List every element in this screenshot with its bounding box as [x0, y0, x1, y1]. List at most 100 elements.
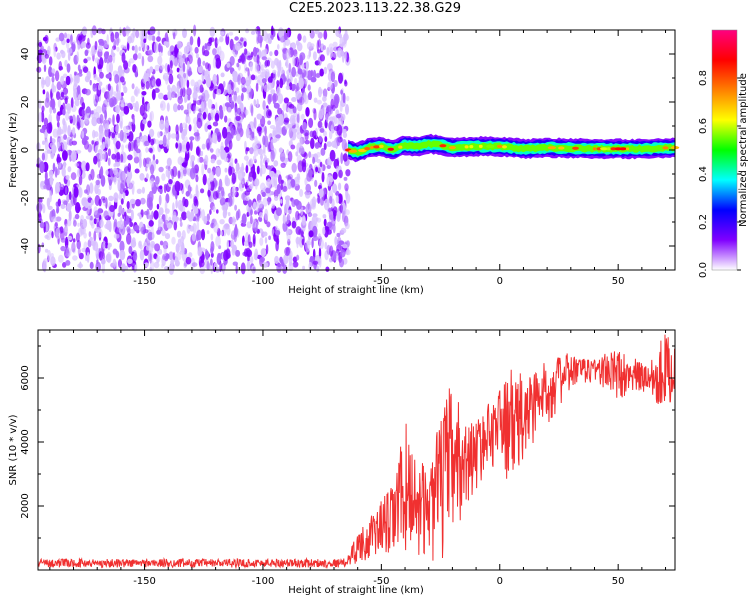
snr-y-ticks: 2000 4000 6000	[20, 345, 675, 571]
spectrogram-noise-cell	[224, 177, 231, 187]
spectrogram-noise-cell	[177, 96, 183, 105]
spectrogram-noise-cell	[346, 95, 350, 102]
spectrogram-noise-cell	[197, 57, 202, 67]
spectrogram-noise-cell	[125, 25, 130, 37]
spectrogram-noise-cell	[164, 122, 169, 135]
spectrogram-noise-cell	[313, 108, 317, 121]
spectrogram-noise-cell	[292, 261, 299, 268]
spectrogram-noise-cell	[58, 32, 65, 42]
spectrogram-noise-cell	[93, 73, 98, 81]
spectrogram-noise-cell	[296, 113, 300, 124]
spectrogram-noise-cell	[332, 171, 338, 180]
spectrogram-noise-cell	[73, 186, 79, 198]
spectrogram-noise-cell	[311, 237, 314, 249]
spectrogram-track-peak	[448, 146, 456, 150]
spectrogram-track-band	[348, 139, 675, 156]
spectrogram-noise-cell	[70, 150, 77, 163]
spectrogram-noise-cell	[262, 135, 266, 146]
spectrogram-noise-cell	[127, 162, 131, 173]
spectrogram-noise-cell	[233, 230, 237, 243]
spectrogram-noise-cell	[252, 155, 257, 162]
spectrogram-noise-cell	[189, 36, 194, 46]
spectrogram-noise-cell	[107, 243, 111, 251]
spectrogram-noise-cell	[93, 108, 97, 116]
spectrogram-noise-cell	[260, 248, 267, 257]
spectrogram-noise-cell	[186, 79, 190, 89]
spectrogram-noise-cell	[227, 106, 232, 114]
spectrogram-noise-cell	[299, 52, 306, 61]
snr-x-tick-label: -50	[373, 576, 389, 587]
spectrogram-noise-cell	[285, 48, 292, 59]
spectrogram-noise-cell	[283, 254, 289, 265]
spectrogram-noise-cell	[60, 75, 65, 85]
spectrogram-noise-cell	[119, 129, 124, 142]
spectrogram-noise-cell	[219, 219, 225, 225]
spectrogram-noise-cell	[203, 49, 210, 57]
spectrogram-noise-cell	[112, 45, 117, 51]
spectrogram-noise-cell	[304, 140, 310, 145]
spectrogram-noise-cell	[139, 30, 144, 41]
snr-x-tick-label: -150	[133, 576, 156, 587]
spectrogram-noise-cell	[301, 121, 307, 131]
spectrogram-noise-cell	[68, 138, 73, 147]
spectrogram-noise-cell	[39, 161, 45, 174]
spectrogram-track-peak	[348, 149, 358, 153]
spectrogram-noise-cell	[42, 140, 46, 145]
spectrogram-noise-cell	[245, 76, 252, 83]
spectrogram-noise-cell	[139, 249, 145, 261]
spectrogram-noise-cell	[312, 156, 316, 164]
spectrogram-noise-cell	[201, 143, 206, 150]
spectrogram-noise-cell	[159, 64, 165, 70]
spectrogram-noise-cell	[168, 251, 174, 261]
spectrogram-noise-cell	[274, 255, 279, 265]
spectrogram-noise-cell	[51, 144, 57, 154]
spectrogram-noise-cell	[201, 163, 205, 176]
spectrogram-noise-cell	[152, 154, 156, 162]
spectrogram-noise-cell	[126, 226, 131, 232]
spectrogram-noise-cell	[126, 201, 130, 210]
spectrogram-noise-cell	[38, 197, 43, 204]
spectrogram-noise-cell	[96, 117, 102, 124]
spectrogram-track-peak	[370, 145, 374, 149]
spectrogram-noise-cell	[235, 115, 241, 122]
spectrogram-noise-cell	[240, 262, 246, 275]
spectrogram-noise-cell	[145, 80, 150, 90]
spectrogram-noise-cell	[195, 174, 199, 183]
spectrogram-noise-cell	[264, 237, 268, 244]
spectrogram-noise-cell	[236, 62, 240, 68]
spectrogram-noise-cell	[169, 60, 173, 69]
spectrogram-noise-cell	[117, 133, 121, 139]
spectrogram-noise-cell	[154, 88, 160, 93]
spectrogram-noise-cell	[63, 160, 66, 170]
spectrogram-noise-cell	[285, 61, 288, 67]
spectrogram-noise-cell	[106, 34, 109, 46]
spectrogram-noise-cell	[181, 211, 187, 221]
spectrogram-noise-cell	[222, 80, 226, 88]
spectrogram-noise-cell	[116, 46, 120, 52]
spectrogram-noise-cell	[56, 208, 59, 214]
spectrogram-noise-cell	[100, 175, 106, 187]
spectrogram-noise-cell	[48, 170, 54, 178]
spectrogram-noise-cell	[195, 234, 199, 242]
spectrogram-noise-cell	[166, 138, 170, 150]
spectrogram-track-peak	[502, 145, 507, 149]
spectrogram-noise-cell	[282, 214, 286, 224]
spectrogram-track-peak	[464, 145, 469, 149]
spectrogram-noise-cell	[224, 138, 228, 147]
spectrogram-noise-cell	[142, 43, 148, 52]
spectrogram-track-peak	[373, 145, 380, 149]
spectrogram-noise-cell	[102, 141, 105, 150]
spectrogram-noise-cell	[119, 26, 122, 36]
spectrogram-noise-cell	[262, 100, 266, 111]
snr-x-axis-label: Height of straight line (km)	[288, 585, 424, 596]
spectrogram-noise-cell	[106, 58, 110, 64]
spectrogram-noise-cell	[243, 48, 248, 55]
spectrogram-noise-cell	[270, 60, 275, 69]
spectrogram-noise-cell	[185, 256, 192, 265]
spectrogram-noise-cell	[57, 99, 62, 108]
spectrogram-noise-cell	[130, 95, 135, 103]
spectrogram-track-peak	[398, 145, 403, 149]
spectrogram-noise-cell	[42, 89, 46, 95]
spectrogram-noise-cell	[120, 153, 124, 163]
spectrogram-noise-cell	[107, 157, 111, 166]
